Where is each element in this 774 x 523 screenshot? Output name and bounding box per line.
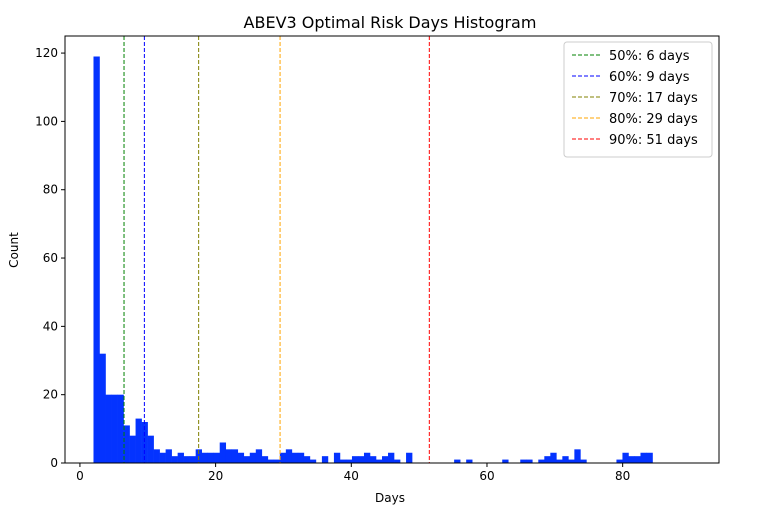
histogram-bar bbox=[526, 459, 533, 463]
histogram-bar bbox=[147, 435, 154, 463]
histogram-bar bbox=[267, 459, 275, 463]
legend-label: 80%: 29 days bbox=[609, 112, 698, 127]
histogram-bar bbox=[207, 452, 215, 463]
plot-frame bbox=[64, 35, 720, 464]
x-axis-ticks: 0 20 40 60 80 bbox=[76, 463, 630, 483]
chart-title: ABEV3 Optimal Risk Days Histogram bbox=[244, 13, 537, 32]
histogram-bar bbox=[171, 456, 178, 463]
legend: 50%: 6 days 60%: 9 days 70%: 17 days 80%: 2… bbox=[563, 41, 713, 158]
histogram-bar bbox=[237, 452, 245, 463]
histogram-bar bbox=[141, 422, 148, 463]
legend-label: 70%: 17 days bbox=[609, 91, 698, 106]
y-tick-label: 120 bbox=[35, 46, 58, 60]
y-tick-label: 40 bbox=[43, 319, 58, 333]
histogram-bar bbox=[345, 459, 353, 463]
histogram-bar bbox=[177, 452, 184, 463]
histogram-bar bbox=[99, 353, 106, 463]
histogram-bar bbox=[640, 452, 647, 463]
histogram-bar bbox=[123, 425, 130, 463]
y-tick-label: 20 bbox=[43, 388, 58, 402]
histogram-bar bbox=[261, 456, 269, 463]
histogram-bar bbox=[285, 449, 293, 463]
legend-label: 60%: 9 days bbox=[609, 70, 690, 85]
histogram-bar bbox=[183, 456, 190, 463]
histogram-bar bbox=[466, 459, 473, 463]
histogram-bar bbox=[406, 452, 413, 463]
y-tick-label: 100 bbox=[35, 114, 58, 128]
histogram-bar bbox=[454, 459, 461, 463]
histogram-bar bbox=[376, 459, 383, 463]
histogram-bar bbox=[616, 459, 623, 463]
histogram-bar bbox=[135, 418, 142, 463]
legend-label: 50%: 6 days bbox=[609, 49, 690, 64]
bars-layer bbox=[93, 56, 653, 463]
histogram-bar bbox=[219, 442, 227, 463]
percentile-lines bbox=[123, 36, 430, 463]
histogram-bar bbox=[568, 459, 575, 463]
histogram-bar bbox=[550, 452, 557, 463]
y-tick-label: 80 bbox=[43, 183, 58, 197]
histogram-bar bbox=[249, 452, 257, 463]
histogram-bar bbox=[339, 459, 347, 463]
histogram-bar bbox=[231, 449, 239, 463]
histogram-bar bbox=[363, 452, 371, 463]
histogram-bar bbox=[93, 56, 100, 463]
x-axis-label: Days bbox=[375, 491, 405, 505]
histogram-bar bbox=[159, 452, 166, 463]
histogram-bar bbox=[165, 449, 172, 463]
histogram-bar bbox=[291, 452, 299, 463]
histogram-bar bbox=[357, 456, 365, 463]
histogram-bar bbox=[388, 452, 395, 463]
histogram-bar bbox=[538, 459, 545, 463]
histogram-bar bbox=[213, 452, 221, 463]
histogram-bar bbox=[520, 459, 527, 463]
y-tick-label: 60 bbox=[43, 251, 58, 265]
histogram-bar bbox=[153, 449, 160, 463]
histogram-bar bbox=[321, 456, 329, 463]
histogram-bar bbox=[243, 456, 251, 463]
y-axis-label: Count bbox=[7, 232, 21, 268]
histogram-bar bbox=[129, 435, 136, 463]
histogram-bar bbox=[255, 449, 263, 463]
histogram-bar bbox=[628, 456, 635, 463]
histogram-bar bbox=[502, 459, 509, 463]
histogram-bar bbox=[351, 456, 359, 463]
histogram-bar bbox=[646, 452, 653, 463]
histogram-bar bbox=[556, 459, 563, 463]
histogram-bar bbox=[297, 452, 305, 463]
histogram-bar bbox=[394, 459, 401, 463]
histogram-bar bbox=[105, 394, 112, 463]
histogram-bar bbox=[369, 456, 377, 463]
histogram-bar bbox=[111, 394, 118, 463]
x-tick-label: 40 bbox=[344, 469, 359, 483]
histogram-bar bbox=[634, 456, 641, 463]
legend-box bbox=[563, 41, 713, 158]
histogram-bar bbox=[201, 452, 208, 463]
histogram-bar bbox=[382, 456, 389, 463]
histogram-bar bbox=[622, 452, 629, 463]
histogram-bar bbox=[544, 456, 551, 463]
histogram-bar bbox=[189, 456, 196, 463]
x-tick-label: 80 bbox=[615, 469, 630, 483]
histogram-bar bbox=[225, 449, 233, 463]
histogram-bar bbox=[309, 459, 317, 463]
histogram-bar bbox=[279, 452, 287, 463]
histogram-bar bbox=[273, 459, 281, 463]
histogram-bar bbox=[580, 459, 587, 463]
y-axis-ticks: 0 20 40 60 80 100 120 bbox=[35, 46, 65, 470]
legend-label: 90%: 51 days bbox=[609, 133, 698, 148]
histogram-bar bbox=[303, 456, 311, 463]
histogram-bar bbox=[333, 452, 341, 463]
y-tick-label: 0 bbox=[50, 456, 58, 470]
x-tick-label: 20 bbox=[208, 469, 223, 483]
histogram-bar bbox=[117, 394, 124, 463]
x-tick-label: 0 bbox=[76, 469, 84, 483]
histogram-bar bbox=[574, 449, 581, 463]
histogram-bar bbox=[562, 456, 569, 463]
x-tick-label: 60 bbox=[479, 469, 494, 483]
